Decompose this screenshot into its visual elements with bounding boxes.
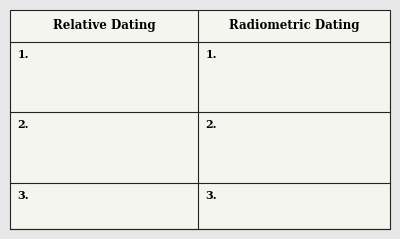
Text: 1.: 1.: [205, 49, 217, 60]
Text: 2.: 2.: [17, 120, 29, 130]
Text: 2.: 2.: [205, 120, 217, 130]
Text: 1.: 1.: [17, 49, 29, 60]
Text: Radiometric Dating: Radiometric Dating: [229, 19, 359, 32]
Text: 3.: 3.: [17, 190, 29, 201]
Text: Relative Dating: Relative Dating: [53, 19, 155, 32]
Text: 3.: 3.: [205, 190, 217, 201]
Polygon shape: [10, 10, 390, 229]
